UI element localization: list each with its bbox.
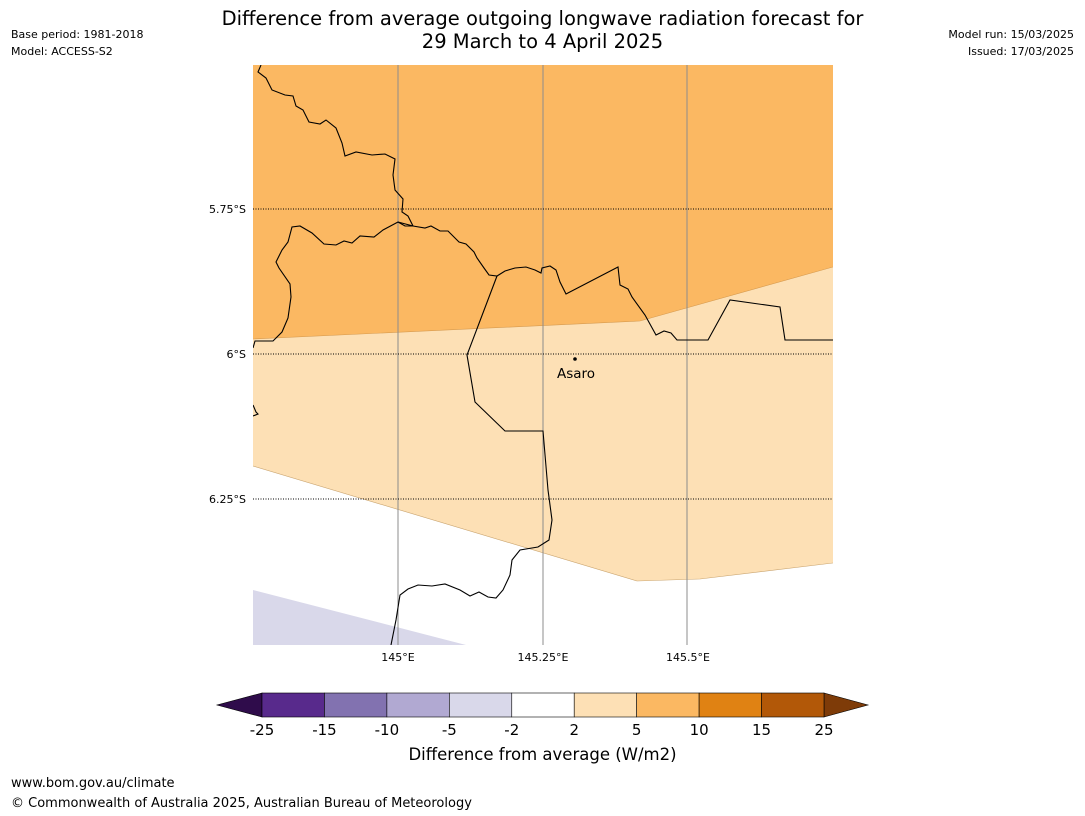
colorbar-swatch (449, 692, 513, 718)
lat-tick-label: 6.25°S (209, 493, 246, 506)
boundary-line (390, 275, 553, 645)
lat-tick-label: 6°S (227, 348, 246, 361)
lon-tick-label: 145.25°E (518, 651, 569, 664)
lon-tick-label: 145.5°E (666, 651, 710, 664)
meta-left: Base period: 1981-2018 Model: ACCESS-S2 (11, 26, 143, 60)
colorbar-tick-label: 2 (569, 721, 579, 739)
colorbar-swatch (511, 692, 575, 718)
model-run-text: Model run: 15/03/2025 (948, 28, 1074, 41)
region-light-purple (253, 590, 466, 645)
page-title: Difference from average outgoing longwav… (0, 7, 1085, 53)
place-marker (573, 357, 577, 361)
colorbar-swatch (386, 692, 450, 718)
lat-tick-label: 5.75°S (209, 203, 246, 216)
colorbar-swatch (698, 692, 762, 718)
boundary-line (253, 404, 259, 417)
contour-edge (253, 266, 833, 340)
title-line-2: 29 March to 4 April 2025 (421, 30, 664, 53)
colorbar-tick-label: 5 (632, 721, 642, 739)
province-boundaries (253, 65, 833, 645)
colorbar-tick-label: 15 (752, 721, 771, 739)
colorbar-swatch (324, 692, 388, 718)
colorbar-tick-label: -10 (375, 721, 400, 739)
issued-text: Issued: 17/03/2025 (967, 45, 1074, 58)
title-line-1: Difference from average outgoing longwav… (221, 7, 864, 30)
website-text: www.bom.gov.au/climate (11, 776, 175, 791)
colorbar-swatch (573, 692, 637, 718)
map-area (253, 65, 833, 645)
boundary-line (397, 221, 833, 341)
colorbar-tick-label: -15 (312, 721, 337, 739)
place-label: Asaro (557, 366, 595, 382)
colorbar-tick-label: -25 (250, 721, 275, 739)
colorbar-extend-low (215, 692, 263, 718)
footer: www.bom.gov.au/climate © Commonwealth of… (11, 774, 472, 814)
colorbar-swatch (261, 692, 325, 718)
colorbar: -25 -15 -10 -5 -2 2 5 10 15 25 (215, 692, 870, 739)
model-text: Model: ACCESS-S2 (11, 45, 113, 58)
copyright-text: © Commonwealth of Australia 2025, Austra… (11, 796, 472, 811)
meta-right: Model run: 15/03/2025 Issued: 17/03/2025 (948, 26, 1074, 60)
base-period-text: Base period: 1981-2018 (11, 28, 144, 41)
colorbar-tick-label: 25 (814, 721, 833, 739)
colorbar-tick-label: -5 (442, 721, 457, 739)
colorbar-extend-high (823, 692, 870, 718)
colorbar-title: Difference from average (W/m2) (408, 745, 677, 764)
colorbar-swatch (636, 692, 700, 718)
contour-edge (253, 465, 833, 582)
lon-tick-label: 145°E (381, 651, 414, 664)
colorbar-swatch (761, 692, 825, 718)
colorbar-tick-label: -2 (504, 721, 519, 739)
colorbar-tick-label: 10 (690, 721, 709, 739)
